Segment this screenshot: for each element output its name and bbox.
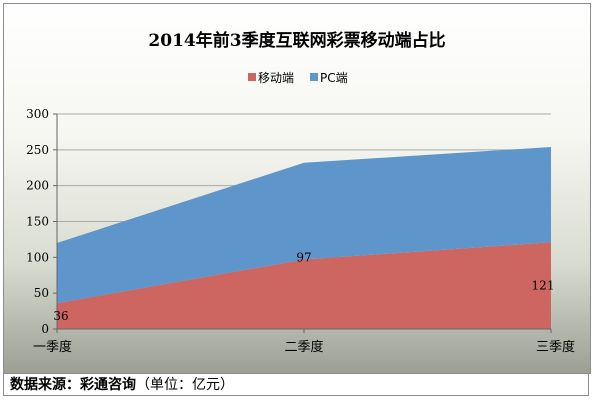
y-tick-label: 50	[34, 286, 49, 300]
legend-swatch-pc	[310, 73, 318, 81]
area-series-mobile	[57, 242, 551, 329]
chart-canvas: 2014年前3季度互联网彩票移动端占比 移动端 PC端 0 50 100 150 200…	[26, 30, 575, 355]
data-label: 97	[296, 250, 311, 264]
legend-label-pc: PC端	[320, 71, 348, 85]
data-label: 36	[53, 309, 68, 323]
legend-swatch-mobile	[248, 73, 256, 81]
plot-areas	[57, 146, 551, 329]
y-tick-label: 150	[26, 215, 49, 229]
x-tick-label: 二季度	[284, 339, 323, 355]
x-tick-label: 一季度	[33, 339, 72, 355]
y-tick-label: 0	[41, 322, 49, 336]
source-label: 数据来源：彩通咨询	[10, 377, 136, 393]
data-labels: 36 97 121	[53, 250, 554, 323]
x-axis: 一季度 二季度 三季度	[33, 328, 575, 355]
legend: 移动端 PC端	[248, 71, 348, 85]
unit-label: （单位：亿元）	[136, 377, 234, 393]
chart-title: 2014年前3季度互联网彩票移动端占比	[148, 30, 445, 51]
y-tick-label: 250	[26, 143, 49, 157]
x-tick-label: 三季度	[536, 339, 575, 355]
y-axis: 0 50 100 150 200 250 300	[26, 107, 58, 336]
source-footer: 数据来源：彩通咨询（单位：亿元）	[3, 374, 589, 396]
chart-frame: 2014年前3季度互联网彩票移动端占比 移动端 PC端 0 50 100 150 200…	[3, 3, 591, 374]
area-series-pc	[57, 146, 551, 304]
y-tick-label: 100	[26, 250, 49, 264]
data-label: 121	[532, 278, 555, 292]
legend-label-mobile: 移动端	[258, 71, 294, 85]
y-tick-label: 300	[26, 107, 49, 121]
y-tick-label: 200	[26, 179, 49, 193]
